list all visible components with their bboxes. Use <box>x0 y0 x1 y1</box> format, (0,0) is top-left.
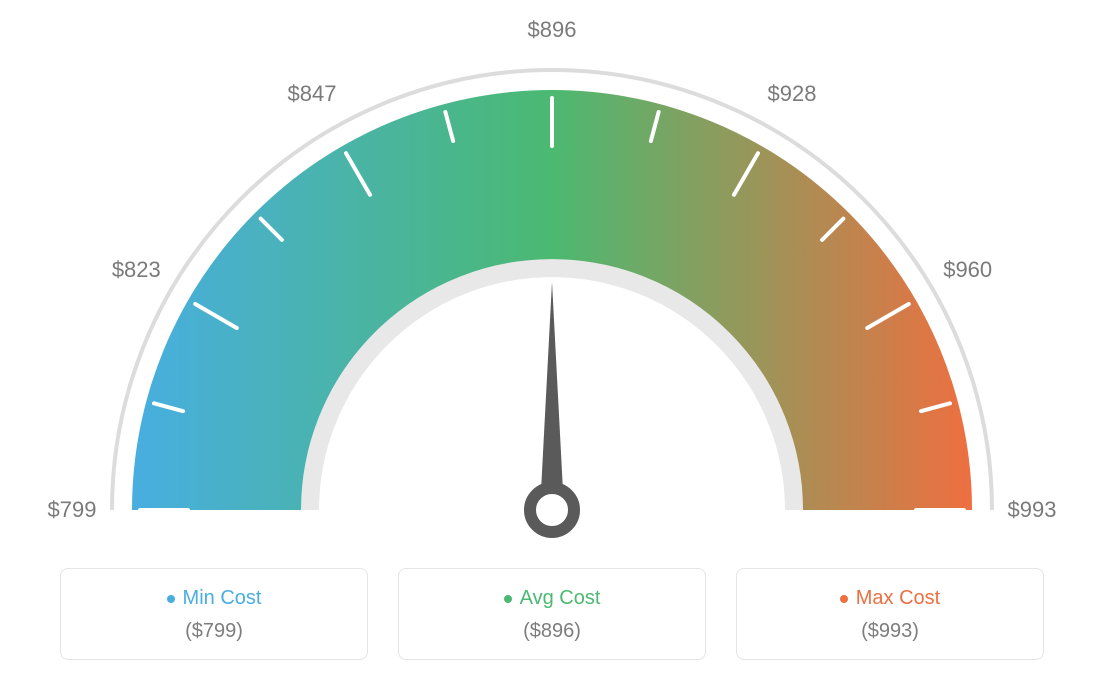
legend-value-min: ($799) <box>71 620 357 643</box>
legend-card-min: Min Cost ($799) <box>60 568 368 660</box>
legend-dot-avg <box>504 595 512 603</box>
legend-value-avg: ($896) <box>409 620 695 643</box>
gauge-needle <box>540 282 564 510</box>
legend-label-max: Max Cost <box>856 587 940 610</box>
tick-label: $928 <box>768 81 817 107</box>
legend-value-max: ($993) <box>747 620 1033 643</box>
legend-title-max: Max Cost <box>840 587 940 610</box>
gauge-svg <box>0 0 1104 560</box>
legend-row: Min Cost ($799) Avg Cost ($896) Max Cost… <box>0 568 1104 660</box>
tick-label: $799 <box>48 497 97 523</box>
legend-title-min: Min Cost <box>167 587 262 610</box>
gauge-area: $799 $823 $847 $896 $928 $960 $993 <box>0 0 1104 560</box>
cost-gauge-container: $799 $823 $847 $896 $928 $960 $993 Min Cost ($… <box>0 0 1104 690</box>
tick-label: $960 <box>943 257 992 283</box>
legend-dot-min <box>167 595 175 603</box>
tick-label: $993 <box>1008 497 1057 523</box>
legend-dot-max <box>840 595 848 603</box>
legend-label-avg: Avg Cost <box>520 587 601 610</box>
tick-label: $847 <box>288 81 337 107</box>
tick-label: $896 <box>528 17 577 43</box>
legend-title-avg: Avg Cost <box>504 587 601 610</box>
legend-card-max: Max Cost ($993) <box>736 568 1044 660</box>
legend-label-min: Min Cost <box>183 587 262 610</box>
tick-label: $823 <box>112 257 161 283</box>
gauge-needle-hub <box>530 488 574 532</box>
legend-card-avg: Avg Cost ($896) <box>398 568 706 660</box>
